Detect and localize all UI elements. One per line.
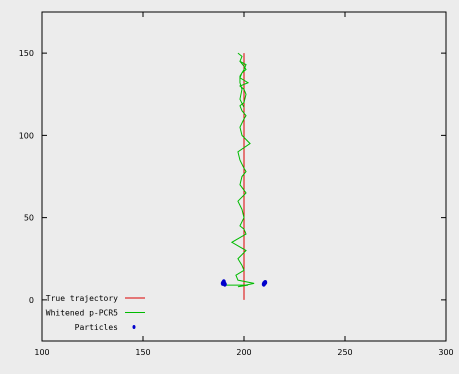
particles-point (261, 281, 266, 287)
particles-point (221, 280, 226, 286)
x-tick-label: 250 (337, 348, 352, 357)
x-tick-label: 300 (438, 348, 453, 357)
series-layer (220, 52, 268, 300)
whitened-p-pcr5-line (225, 52, 255, 288)
legend: True trajectory Whitened p-PCR5 Particles (46, 294, 145, 332)
y-tick-label: 50 (24, 214, 34, 223)
x-tick-label: 200 (236, 348, 251, 357)
axes: 100 150 200 250 300 0 50 100 150 (19, 12, 454, 357)
y-tick-label: 100 (19, 131, 34, 140)
legend-label-true-trajectory: True trajectory (46, 294, 118, 303)
x-tick-label: 150 (135, 348, 150, 357)
legend-label-particles: Particles (75, 323, 119, 332)
y-tick-label: 150 (19, 49, 34, 58)
legend-label-whitened-p-pcr5: Whitened p-PCR5 (46, 309, 118, 318)
y-tick-label: 0 (29, 296, 34, 305)
x-tick-label: 100 (34, 348, 49, 357)
legend-swatch-particles (132, 325, 136, 329)
